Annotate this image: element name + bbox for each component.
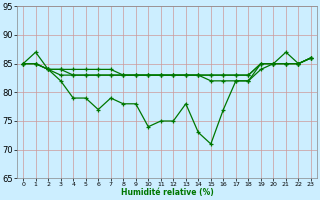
X-axis label: Humidité relative (%): Humidité relative (%) [121,188,213,197]
